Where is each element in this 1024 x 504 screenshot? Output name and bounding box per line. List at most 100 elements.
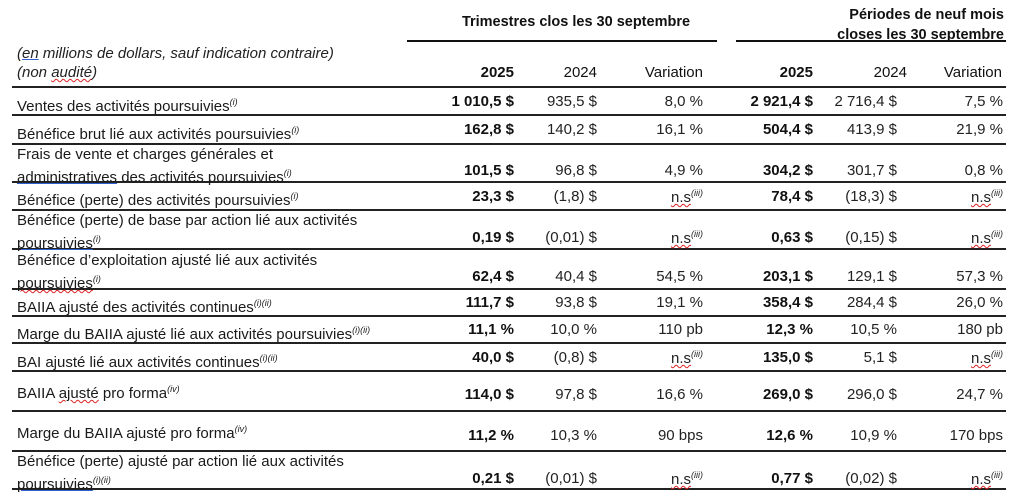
row-label-line2: poursuivies(i)(ii) [17,471,344,494]
n2025-value: 0,77 $ [771,470,813,487]
q2025-value: 0,21 $ [472,470,514,487]
row-label-line1: Bénéfice d’exploitation ajusté lié aux a… [17,252,318,269]
qvar-value: 110 pb [658,321,703,338]
row-label-line2: poursuivies(i) [17,230,357,253]
n2025-value: 12,6 % [766,427,813,444]
ninemonth-header-line1: Périodes de neuf mois [849,7,1004,23]
qvar-value: 8,0 % [665,93,703,110]
not-significant-text: n.s [670,189,691,206]
col-header-n2025: 2025 [779,64,813,81]
footnote-ref: (iii) [691,188,703,198]
note-prefix: ( [17,45,22,62]
col-header-q2025: 2025 [480,64,514,81]
q2024-value: (0,01) $ [545,229,597,246]
nvar-value: 7,5 % [965,93,1003,110]
row-label-line2: administratives des activités poursuivie… [17,164,292,187]
n2024-value: 284,4 $ [846,294,897,311]
qvar-value: 16,6 % [656,386,703,403]
spelling-flagged-word: ajusté [58,385,99,402]
qvar-value: n.s(iii) [671,188,703,206]
footnote-ref: (iv) [167,384,180,394]
row-label-text: Marge du BAIIA ajusté pro forma [17,425,235,442]
footnote-ref: (iv) [234,424,248,434]
n2024-value: 129,1 $ [846,268,897,285]
q2024-value: 10,3 % [550,427,597,444]
footnote-ref: (iii) [991,349,1003,359]
row-label: Bénéfice (perte) de base par action lié … [17,211,357,253]
nvar-value: 57,3 % [956,268,1003,285]
n2024-value: 10,5 % [850,321,897,338]
row-label-line1: Frais de vente et charges générales et [17,146,273,163]
qvar-value: 4,9 % [664,162,703,179]
row-label-text: Ventes des activités poursuivies [17,98,230,115]
table-row: BAIIA ajusté pro forma(iv) 114,0 $ 97,8 … [12,372,1006,412]
q2025-value: 11,1 % [468,321,514,338]
footnote-ref: (i) [229,97,238,107]
footnote-ref: (iii) [991,229,1003,239]
q2024-value: 93,8 $ [555,294,597,311]
qvar-value: 90 bps [657,427,703,444]
q2024-value: 140,2 $ [546,121,597,138]
note-grammar-flag: en [22,45,39,62]
n2025-value: 2 921,4 $ [750,93,813,110]
col-header-n2024: 2024 [873,64,907,81]
qvar-value: n.s(iii) [671,229,703,247]
q2025-value: 23,3 $ [472,188,514,205]
table-row: Bénéfice (perte) ajusté par action lié a… [12,452,1006,493]
table-row: Bénéfice d’exploitation ajusté lié aux a… [12,250,1006,293]
n2024-value: 5,1 $ [863,349,897,366]
row-label-text: Bénéfice brut lié aux activités poursuiv… [17,126,292,143]
footnote-ref: (iii) [991,188,1003,198]
row-label: Bénéfice d’exploitation ajusté lié aux a… [17,251,317,293]
table-row: Ventes des activités poursuivies(i) 1 01… [12,88,1006,116]
quarter-group-header: Trimestres clos les 30 septembre [461,14,691,30]
table-row: Bénéfice (perte) de base par action lié … [12,211,1006,253]
q2025-value: 114,0 $ [464,386,514,403]
n2024-value: 301,7 $ [846,162,897,179]
footnote-ref: (i)(ii) [253,298,272,308]
ninemonth-header-line2: closes les 30 septembre [837,27,1004,43]
q2024-value: 10,0 % [550,321,597,338]
q2025-value: 40,0 $ [472,349,514,366]
footnote-ref: (iii) [691,349,703,359]
row-label-text: pro forma [98,385,168,402]
footnote-ref: (iii) [691,229,703,239]
not-significant-text: n.s [970,189,991,206]
row-label: Ventes des activités poursuivies(i) [17,93,238,116]
col-header-qvar: Variation [644,64,703,81]
n2024-value: 296,0 $ [846,386,897,403]
row-label-text: BAIIA ajusté des activités continues [17,299,254,316]
units-note: (en millions de dollars, sauf indication… [17,45,334,62]
nvar-value: 26,0 % [956,294,1003,311]
not-significant-text: n.s [670,471,691,488]
row-label-text: des activités poursuivies [117,169,284,186]
note-rest: millions de dollars, sauf indication con… [38,45,334,62]
q2024-value: (1,8) $ [553,188,597,205]
row-label-text: BAIIA [17,385,59,402]
row-label-line2: poursuivies(i) [17,270,317,293]
nvar-value: 180 pb [957,321,1003,338]
nvar-value: 21,9 % [956,121,1003,138]
table-row: Bénéfice (perte) des activités poursuivi… [12,183,1006,211]
grammar-flagged-word: administratives [17,169,118,186]
nvar-value: 170 bps [949,427,1003,444]
q2025-value: 62,4 $ [472,268,514,285]
q2024-value: 935,5 $ [546,93,597,110]
n2025-value: 0,63 $ [771,229,813,246]
note-spelling-flag: audité [51,64,93,81]
unaudited-note: (non audité) [17,64,97,81]
col-header-q2024: 2024 [563,64,597,81]
row-label: BAIIA ajusté des activités continues(i)(… [17,294,272,317]
q2024-value: 40,4 $ [555,268,597,285]
q2024-value: (0,01) $ [545,470,597,487]
nvar-value: n.s(iii) [971,188,1003,206]
n2024-value: 2 716,4 $ [834,93,897,110]
q2025-value: 111,7 $ [465,294,514,311]
table-row: Marge du BAIIA ajusté lié aux activités … [12,317,1006,344]
n2025-value: 358,4 $ [762,294,813,311]
row-label-text: Marge du BAIIA ajusté lié aux activités … [17,326,353,343]
not-significant-text: n.s [670,350,691,367]
grammar-flagged-word: poursuivies [17,476,93,493]
quarter-group-rule [407,40,717,42]
note-suffix: ) [92,64,98,81]
